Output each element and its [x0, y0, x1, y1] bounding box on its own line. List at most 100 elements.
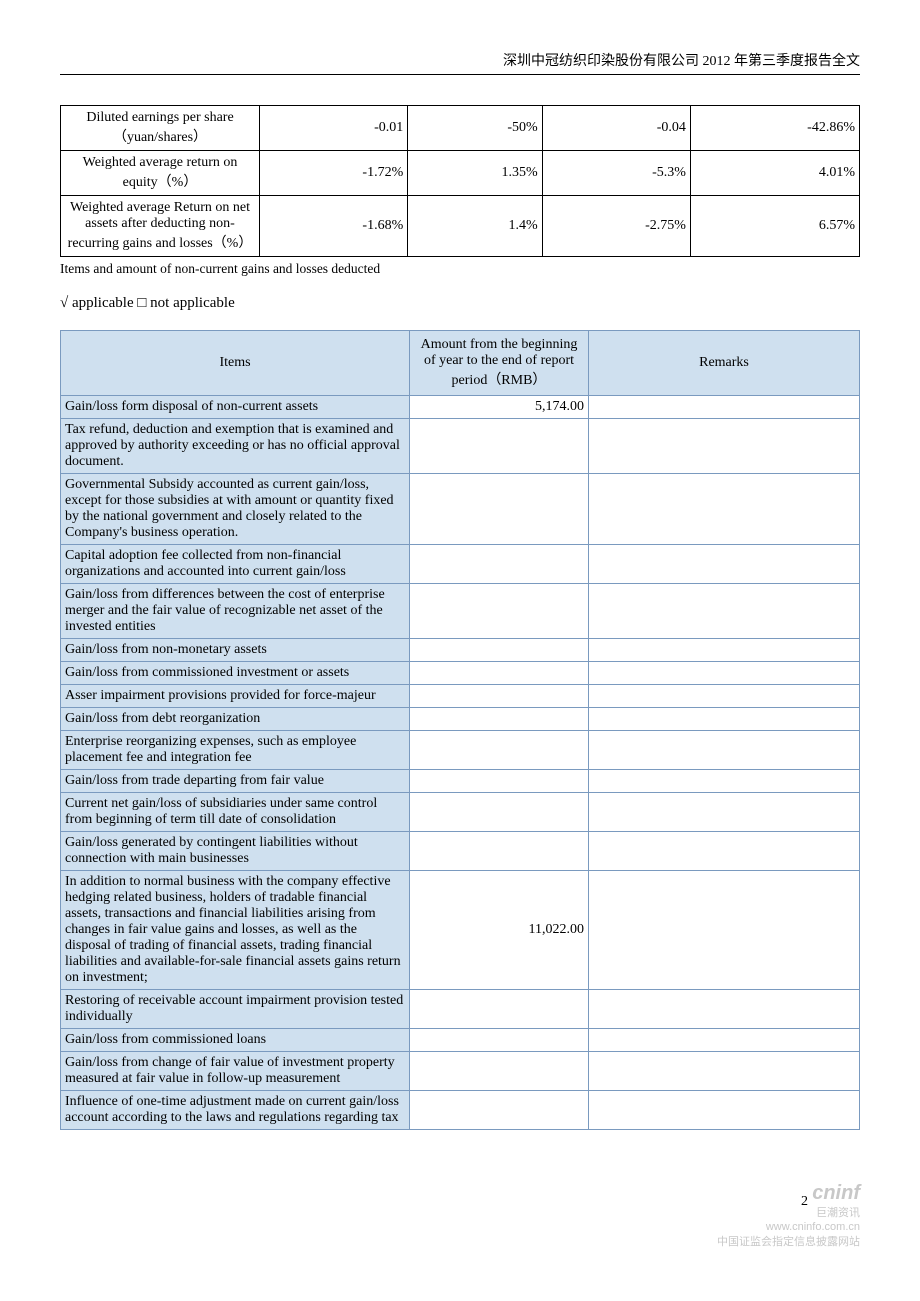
metrics-value: 4.01%: [690, 151, 859, 196]
table-row: Gain/loss from commissioned loans: [61, 1029, 860, 1052]
metrics-label: Diluted earnings per share（yuan/shares）: [61, 106, 260, 151]
item-cell: Enterprise reorganizing expenses, such a…: [61, 731, 410, 770]
table-row: Capital adoption fee collected from non-…: [61, 545, 860, 584]
amount-cell: [410, 1029, 589, 1052]
remarks-cell: [589, 1052, 860, 1091]
remarks-cell: [589, 584, 860, 639]
table-row: Gain/loss from non-monetary assets: [61, 639, 860, 662]
remarks-cell: [589, 770, 860, 793]
table-row: Gain/loss from change of fair value of i…: [61, 1052, 860, 1091]
table-row: In addition to normal business with the …: [61, 871, 860, 990]
remarks-cell: [589, 1091, 860, 1130]
table-caption: Items and amount of non-current gains an…: [60, 261, 860, 277]
amount-cell: 5,174.00: [410, 396, 589, 419]
table-row: Tax refund, deduction and exemption that…: [61, 419, 860, 474]
remarks-cell: [589, 639, 860, 662]
table-row: Enterprise reorganizing expenses, such a…: [61, 731, 860, 770]
item-cell: Capital adoption fee collected from non-…: [61, 545, 410, 584]
metrics-value: 1.4%: [408, 196, 542, 257]
item-cell: Gain/loss from commissioned investment o…: [61, 662, 410, 685]
metrics-value: -1.72%: [260, 151, 408, 196]
remarks-cell: [589, 990, 860, 1029]
metrics-value: 1.35%: [408, 151, 542, 196]
amount-cell: [410, 639, 589, 662]
remarks-cell: [589, 396, 860, 419]
table-row: Gain/loss from commissioned investment o…: [61, 662, 860, 685]
metrics-row: Weighted average return on equity（%）-1.7…: [61, 151, 860, 196]
table-row: Current net gain/loss of subsidiaries un…: [61, 793, 860, 832]
watermark-line3: 中国证监会指定信息披露网站: [717, 1236, 860, 1248]
metrics-label: Weighted average Return on net assets af…: [61, 196, 260, 257]
amount-header: Amount from the beginning of year to the…: [410, 331, 589, 396]
metrics-row: Diluted earnings per share（yuan/shares）-…: [61, 106, 860, 151]
watermark-logo: cninf: [812, 1182, 860, 1204]
page-number: 2: [801, 1194, 808, 1210]
table-row: Gain/loss generated by contingent liabil…: [61, 832, 860, 871]
amount-cell: [410, 685, 589, 708]
table-row: Gain/loss from trade departing from fair…: [61, 770, 860, 793]
remarks-cell: [589, 871, 860, 990]
table-row: Governmental Subsidy accounted as curren…: [61, 474, 860, 545]
item-cell: Gain/loss from non-monetary assets: [61, 639, 410, 662]
metrics-value: -0.04: [542, 106, 690, 151]
items-header: Items: [61, 331, 410, 396]
metrics-value: -0.01: [260, 106, 408, 151]
amount-cell: [410, 545, 589, 584]
metrics-value: -5.3%: [542, 151, 690, 196]
item-cell: Restoring of receivable account impairme…: [61, 990, 410, 1029]
item-cell: Current net gain/loss of subsidiaries un…: [61, 793, 410, 832]
page-header: 深圳中冠纺织印染股份有限公司 2012 年第三季度报告全文: [60, 50, 860, 75]
remarks-cell: [589, 708, 860, 731]
amount-cell: [410, 731, 589, 770]
metrics-row: Weighted average Return on net assets af…: [61, 196, 860, 257]
watermark: cninf 巨潮资讯 www.cninfo.com.cn 中国证监会指定信息披露…: [717, 1180, 860, 1249]
remarks-cell: [589, 832, 860, 871]
remarks-cell: [589, 419, 860, 474]
remarks-cell: [589, 685, 860, 708]
item-cell: Gain/loss from trade departing from fair…: [61, 770, 410, 793]
item-cell: Gain/loss form disposal of non-current a…: [61, 396, 410, 419]
metrics-value: -50%: [408, 106, 542, 151]
remarks-cell: [589, 793, 860, 832]
watermark-line2: www.cninfo.com.cn: [766, 1221, 860, 1233]
amount-cell: [410, 584, 589, 639]
remarks-cell: [589, 545, 860, 584]
metrics-value: -42.86%: [690, 106, 859, 151]
amount-cell: [410, 1052, 589, 1091]
amount-cell: [410, 832, 589, 871]
remarks-cell: [589, 1029, 860, 1052]
metrics-label: Weighted average return on equity（%）: [61, 151, 260, 196]
table-row: Gain/loss form disposal of non-current a…: [61, 396, 860, 419]
remarks-cell: [589, 662, 860, 685]
amount-cell: [410, 990, 589, 1029]
applicable-line: √ applicable □ not applicable: [60, 295, 860, 312]
amount-cell: 11,022.00: [410, 871, 589, 990]
item-cell: In addition to normal business with the …: [61, 871, 410, 990]
amount-cell: [410, 1091, 589, 1130]
table-row: Gain/loss from debt reorganization: [61, 708, 860, 731]
item-cell: Gain/loss from commissioned loans: [61, 1029, 410, 1052]
remarks-header: Remarks: [589, 331, 860, 396]
table-row: Gain/loss from differences between the c…: [61, 584, 860, 639]
amount-cell: [410, 419, 589, 474]
remarks-cell: [589, 731, 860, 770]
item-cell: Gain/loss generated by contingent liabil…: [61, 832, 410, 871]
item-cell: Gain/loss from differences between the c…: [61, 584, 410, 639]
metrics-value: -1.68%: [260, 196, 408, 257]
table-row: Asser impairment provisions provided for…: [61, 685, 860, 708]
item-cell: Gain/loss from debt reorganization: [61, 708, 410, 731]
metrics-value: 6.57%: [690, 196, 859, 257]
item-cell: Asser impairment provisions provided for…: [61, 685, 410, 708]
amount-cell: [410, 662, 589, 685]
metrics-table: Diluted earnings per share（yuan/shares）-…: [60, 105, 860, 257]
amount-cell: [410, 770, 589, 793]
amount-cell: [410, 474, 589, 545]
watermark-line1: 巨潮资讯: [816, 1207, 860, 1219]
table-row: Restoring of receivable account impairme…: [61, 990, 860, 1029]
item-cell: Influence of one-time adjustment made on…: [61, 1091, 410, 1130]
table-row: Influence of one-time adjustment made on…: [61, 1091, 860, 1130]
items-table: Items Amount from the beginning of year …: [60, 330, 860, 1130]
amount-cell: [410, 708, 589, 731]
item-cell: Governmental Subsidy accounted as curren…: [61, 474, 410, 545]
remarks-cell: [589, 474, 860, 545]
